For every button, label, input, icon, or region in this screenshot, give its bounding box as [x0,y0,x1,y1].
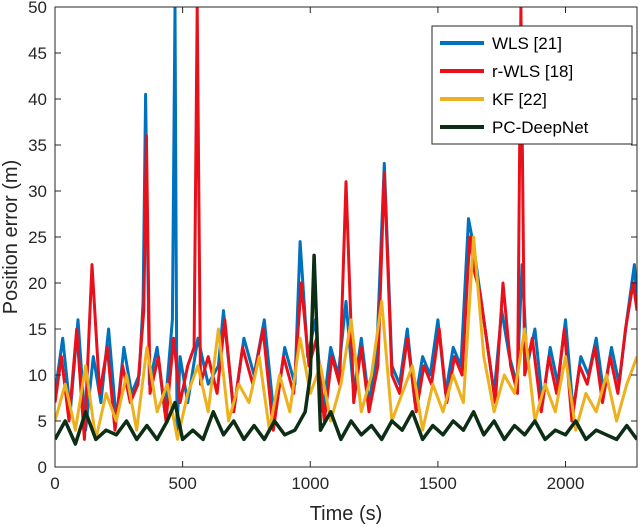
axes-layer: 0 500 1000 1500 2000 0 5 10 15 20 25 30 35 40 45 50 [28,0,638,493]
y-tick-label: 10 [28,366,47,385]
y-tick-label: 35 [28,136,47,155]
legend-label: r-WLS [18] [492,62,573,81]
series-line-3 [55,235,637,441]
legend-label: WLS [21] [492,34,562,53]
x-tick-label: 1000 [291,474,329,493]
x-tick-label: 1500 [419,474,457,493]
y-tick-label: 30 [28,182,47,201]
legend-label: PC-DeepNet [492,118,589,137]
legend: WLS [21] r-WLS [18] KF [22] PC-DeepNet [431,25,633,145]
legend-box [431,25,633,145]
y-tick-label: 25 [28,228,47,247]
series-layer [55,7,637,446]
y-tick-label: 20 [28,274,47,293]
y-tick-label: 50 [28,0,47,17]
y-tick-label: 0 [38,458,47,477]
y-tick-label: 45 [28,44,47,63]
x-tick-label: 500 [168,474,196,493]
y-tick-label: 40 [28,90,47,109]
y-axis-title: Position error (m) [0,160,22,314]
x-axis-title: Time (s) [310,503,383,525]
y-tick-label: 5 [38,412,47,431]
series-line-4 [55,253,637,446]
x-tick-label: 0 [50,474,59,493]
y-tick-label: 15 [28,320,47,339]
x-tick-label: 2000 [547,474,585,493]
legend-label: KF [22] [492,90,547,109]
